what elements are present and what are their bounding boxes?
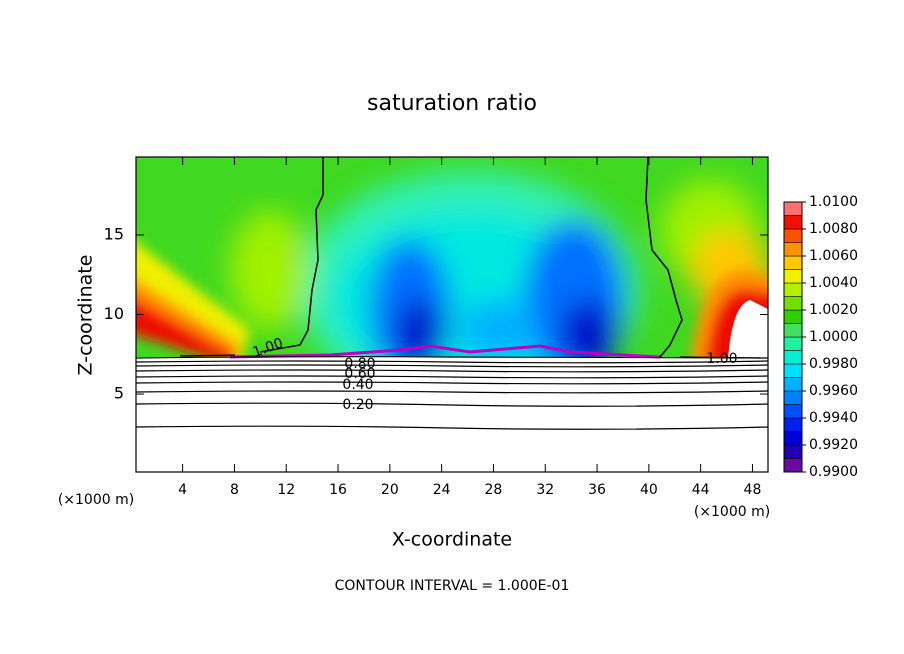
x-tick-label: 24 — [433, 482, 451, 498]
contour-label: 0.60 — [344, 366, 375, 382]
colorbar-swatch — [783, 323, 803, 338]
x-tick-label: 16 — [329, 482, 347, 498]
colorbar-swatch — [783, 417, 803, 432]
colorbar-swatch — [783, 350, 803, 365]
colorbar-swatch — [783, 296, 803, 311]
y-tick-label: 5 — [114, 384, 124, 403]
contour-label: 0.80 — [344, 356, 375, 372]
colorbar-tick-label: 1.0100 — [809, 194, 858, 210]
contour-label: 0.40 — [342, 377, 373, 393]
colorbar-swatch — [783, 282, 803, 297]
x-tick-label: 20 — [381, 482, 399, 498]
colorbar-swatch — [783, 390, 803, 405]
x-axis-label: X-coordinate — [392, 529, 512, 551]
x-tick-label: 44 — [692, 482, 710, 498]
colorbar-tick-label: 0.9960 — [809, 383, 858, 399]
x-tick-label: 32 — [536, 482, 554, 498]
colorbar-tick-label: 1.0020 — [809, 302, 858, 318]
chart-title: saturation ratio — [367, 91, 537, 116]
colorbar-swatch — [783, 309, 803, 324]
x-tick-label: 12 — [277, 482, 295, 498]
colorbar-swatch — [783, 377, 803, 392]
y-tick-label: 10 — [104, 304, 124, 323]
x-tick-label: 28 — [485, 482, 503, 498]
y-tick-label: 15 — [104, 224, 124, 243]
colorbar-tick-label: 0.9920 — [809, 437, 858, 453]
contour-label: 0.20 — [342, 397, 373, 413]
y-axis-label: Z-coordinate — [75, 255, 97, 376]
colorbar-swatch — [783, 336, 803, 351]
colorbar-swatch — [783, 242, 803, 257]
x-tick-label: 48 — [744, 482, 762, 498]
colorbar-swatch — [783, 215, 803, 230]
x-tick-label: 4 — [178, 482, 187, 498]
x-unit-label: (×1000 m) — [58, 492, 134, 508]
colorbar-swatch — [783, 431, 803, 446]
contour-field — [136, 157, 768, 472]
colorbar-tick-label: 0.9940 — [809, 410, 858, 426]
colorbar-swatch — [783, 255, 803, 270]
colorbar-swatch — [783, 269, 803, 284]
footer-note: CONTOUR INTERVAL = 1.000E-01 — [335, 578, 570, 594]
contour-label: 1.00 — [706, 351, 737, 367]
colorbar-tick-label: 1.0080 — [809, 221, 858, 237]
colorbar-swatch — [783, 228, 803, 243]
colorbar-swatch — [783, 363, 803, 378]
x-tick-label: 8 — [230, 482, 239, 498]
x-tick-label: 40 — [640, 482, 658, 498]
colorbar-swatch — [783, 444, 803, 459]
colorbar-tick-label: 1.0060 — [809, 248, 858, 264]
colorbar-swatch — [783, 201, 803, 216]
colorbar-tick-label: 0.9900 — [809, 464, 858, 480]
colorbar-tick-label: 0.9980 — [809, 356, 858, 372]
colorbar-tick-label: 1.0040 — [809, 275, 858, 291]
colorbar-tick-label: 1.0000 — [809, 329, 858, 345]
x-tick-label: 36 — [588, 482, 606, 498]
colorbar-swatch — [783, 458, 803, 473]
x-unit-label: (×1000 m) — [694, 504, 770, 520]
colorbar-swatch — [783, 404, 803, 419]
